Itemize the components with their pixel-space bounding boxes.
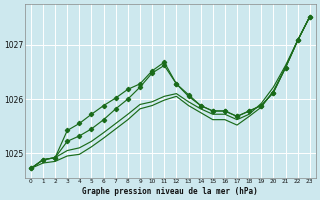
X-axis label: Graphe pression niveau de la mer (hPa): Graphe pression niveau de la mer (hPa) bbox=[83, 187, 258, 196]
